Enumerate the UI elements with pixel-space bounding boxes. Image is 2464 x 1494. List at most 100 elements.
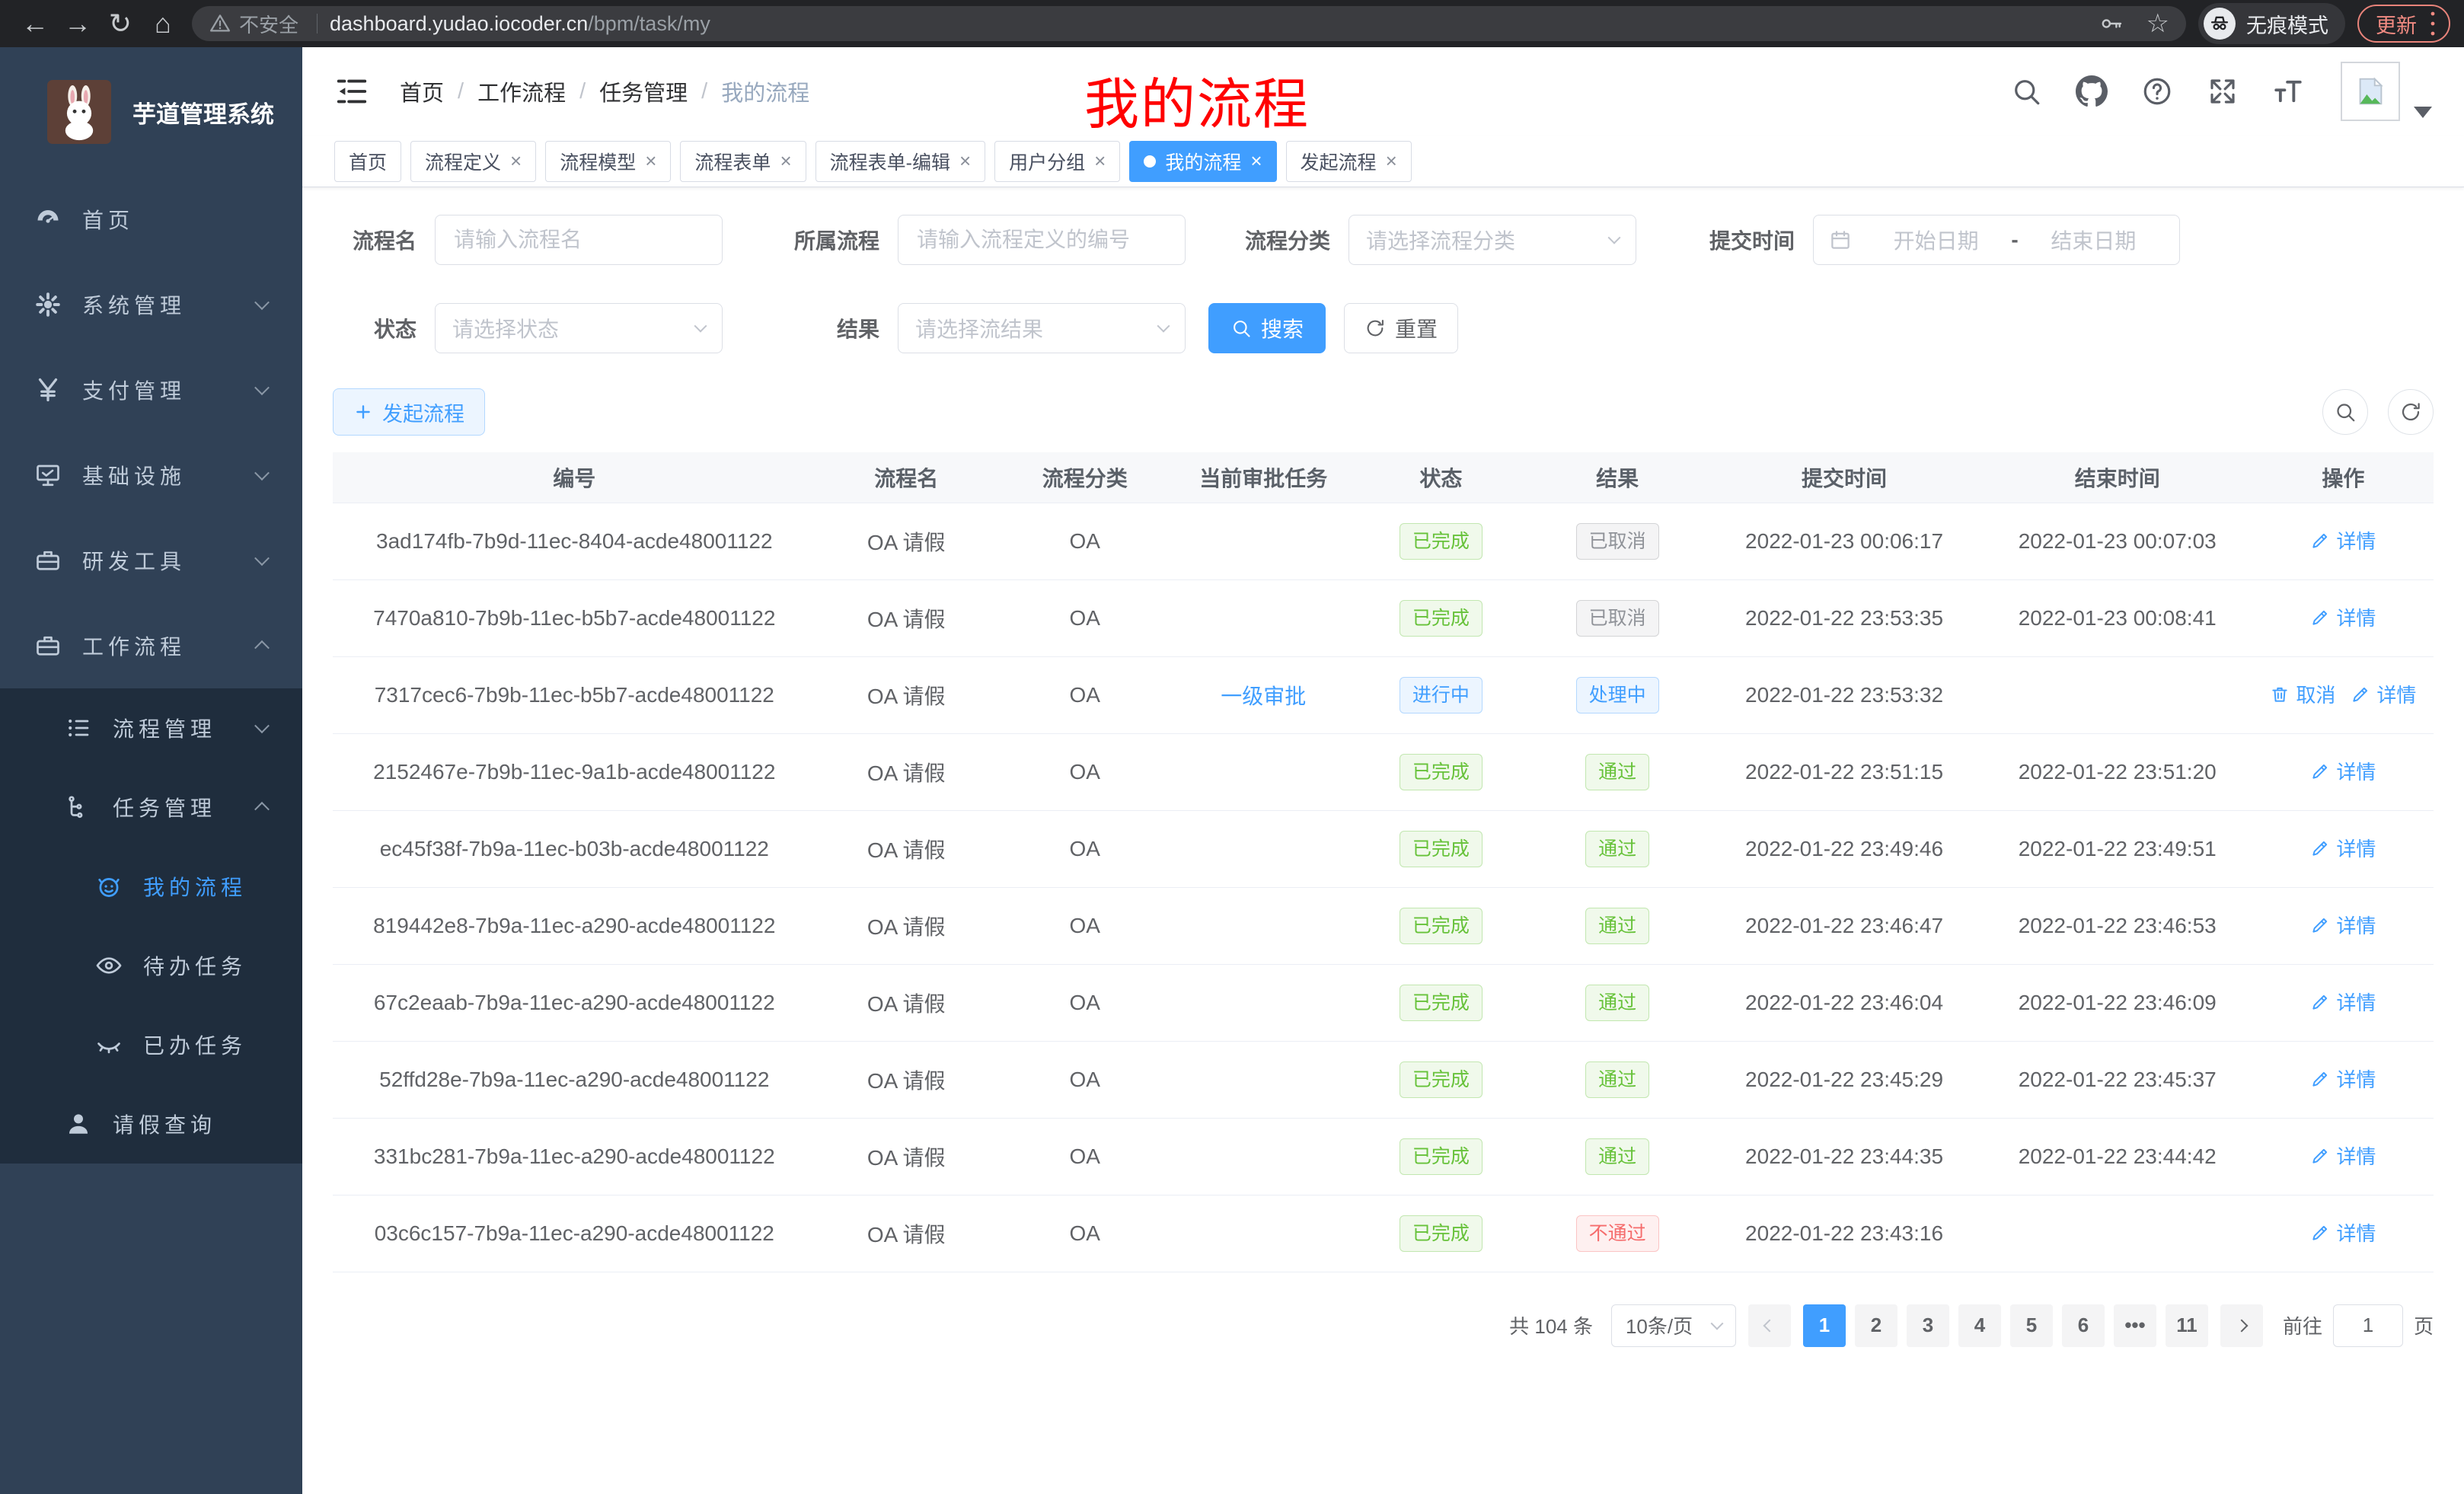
prev-page-button[interactable] [1747,1304,1791,1347]
breadcrumb-task-management[interactable]: 任务管理 [599,81,688,106]
sidebar-item-我的流程[interactable]: 我的流程 [0,847,302,926]
cell-current-task[interactable]: 一级审批 [1173,656,1354,734]
tab-我的流程[interactable]: 我的流程 × [1129,140,1277,182]
fullscreen-icon[interactable] [2207,75,2239,107]
tab-发起流程[interactable]: 发起流程 × [1285,140,1412,182]
avatar-dropdown-caret[interactable] [2414,106,2432,118]
sidebar-item-研发工具[interactable]: 研发工具 [0,518,302,603]
close-tab-icon[interactable]: × [959,149,972,172]
tab-用户分组[interactable]: 用户分组 × [994,140,1121,182]
result-select[interactable]: 请选择流结果 [898,303,1186,353]
table-header-row: 编号 流程名 流程分类 当前审批任务 状态 结果 提交时间 结束时间 操作 [333,452,2434,503]
browser-menu-icon[interactable] [2429,10,2437,37]
password-key-icon[interactable] [2099,11,2124,36]
cell-process-name: OA 请假 [815,1041,997,1119]
sidebar-item-首页[interactable]: 首页 [0,177,302,262]
sidebar-item-系统管理[interactable]: 系统管理 [0,262,302,347]
close-tab-icon[interactable]: × [645,149,657,172]
category-select[interactable]: 请选择流程分类 [1348,215,1636,265]
submit-time-range-picker[interactable]: 开始日期 - 结束日期 [1813,215,2180,265]
refresh-table-button[interactable] [2388,389,2434,435]
tab-流程定义[interactable]: 流程定义 × [410,140,537,182]
action-详情-link[interactable]: 详情 [2310,911,2376,939]
action-详情-link[interactable]: 详情 [2310,757,2376,785]
page-button-11[interactable]: 11 [2165,1304,2208,1347]
cell-submit-time: 2022-01-22 23:51:15 [1706,733,1982,811]
address-bar[interactable]: 不安全 dashboard.yudao.iocoder.cn/bpm/task/… [192,6,2186,41]
sidebar-item-支付管理[interactable]: 支付管理 [0,347,302,433]
goto-page-input[interactable] [2332,1304,2403,1347]
help-icon[interactable] [2141,75,2173,107]
hamburger-icon[interactable] [334,74,369,109]
github-icon[interactable] [2076,75,2108,107]
page-button-5[interactable]: 5 [2009,1304,2053,1347]
reset-button[interactable]: 重置 [1344,303,1459,353]
action-详情-link[interactable]: 详情 [2310,834,2376,862]
show-search-button[interactable] [2322,389,2368,435]
tab-label: 我的流程 [1165,152,1242,174]
browser-back-icon[interactable]: ← [21,8,49,39]
start-process-button[interactable]: 发起流程 [333,388,485,436]
refresh-icon [2399,401,2422,423]
chrome-update-button[interactable]: 更新 [2357,5,2450,43]
cell-category: OA [996,733,1173,811]
breadcrumb-home[interactable]: 首页 [400,81,445,106]
breadcrumb-workflow[interactable]: 工作流程 [477,81,567,106]
avatar[interactable] [2341,62,2400,121]
table-row: ec45f38f-7b9a-11ec-b03b-acde48001122 OA 请… [333,810,2434,888]
cell-actions: 取消 详情 [2252,656,2434,734]
font-size-icon[interactable] [2272,75,2304,107]
tab-流程模型[interactable]: 流程模型 × [545,140,672,182]
process-table: 编号 流程名 流程分类 当前审批任务 状态 结果 提交时间 结束时间 操作 3ad174fb-7… [333,452,2434,1272]
cell-actions: 详情 [2252,579,2434,657]
cell-id: 3ad174fb-7b9d-11ec-8404-acde48001122 [333,503,816,580]
sidebar-item-基础设施[interactable]: 基础设施 [0,433,302,518]
tab-流程表单[interactable]: 流程表单 × [680,140,806,182]
sidebar-item-工作流程[interactable]: 工作流程 [0,603,302,688]
page-size-select[interactable]: 10条/页 [1610,1304,1736,1347]
user-icon [64,1109,93,1138]
action-详情-link[interactable]: 详情 [2310,988,2376,1016]
tab-流程表单-编辑[interactable]: 流程表单-编辑 × [815,140,986,182]
close-tab-icon[interactable]: × [510,149,522,172]
next-page-button[interactable] [2220,1304,2263,1347]
action-详情-link[interactable]: 详情 [2310,526,2376,554]
action-详情-link[interactable]: 详情 [2310,1065,2376,1093]
sidebar-item-请假查询[interactable]: 请假查询 [0,1084,302,1164]
page-ellipsis[interactable]: ••• [2113,1304,2156,1347]
status-select[interactable]: 请选择状态 [435,303,723,353]
close-tab-icon[interactable]: × [780,149,792,172]
sidebar-item-任务管理[interactable]: 任务管理 [0,768,302,847]
robot-icon [94,872,123,901]
content: 流程名 所属流程 流程分类 请选择流程分类 提交时间 开始日期 - 结束日期 [302,187,2464,1494]
action-详情-link[interactable]: 详情 [2310,1218,2376,1247]
close-tab-icon[interactable]: × [1385,149,1397,172]
browser-forward-icon[interactable]: → [64,8,91,39]
browser-reload-icon[interactable]: ↻ [108,8,132,39]
page-button-3[interactable]: 3 [1906,1304,1949,1347]
page-button-6[interactable]: 6 [2061,1304,2105,1347]
page-button-4[interactable]: 4 [1958,1304,2001,1347]
page-button-1[interactable]: 1 [1802,1304,1846,1347]
search-icon[interactable] [2010,75,2042,107]
search-button[interactable]: 搜索 [1208,303,1326,353]
page-button-2[interactable]: 2 [1854,1304,1897,1347]
action-详情-link[interactable]: 详情 [2310,1141,2376,1170]
sidebar-item-已办任务[interactable]: 已办任务 [0,1005,302,1084]
bookmark-star-icon[interactable]: ☆ [2146,9,2169,38]
parent-process-input[interactable] [898,215,1186,265]
process-name-input[interactable] [435,215,723,265]
action-详情-link[interactable]: 详情 [2351,680,2416,708]
action-详情-link[interactable]: 详情 [2310,603,2376,631]
result-badge: 通过 [1585,1138,1650,1175]
tab-首页[interactable]: 首页 [334,140,402,182]
close-tab-icon[interactable]: × [1250,149,1262,172]
browser-home-icon[interactable]: ⌂ [155,8,171,39]
action-取消-link[interactable]: 取消 [2270,680,2335,708]
app-logo-row[interactable]: 芋道管理系统 [0,47,302,177]
sidebar-item-流程管理[interactable]: 流程管理 [0,688,302,768]
close-tab-icon[interactable]: × [1094,149,1106,172]
current-task-link[interactable]: 一级审批 [1221,684,1307,708]
parent-process-label: 所属流程 [793,229,879,253]
sidebar-item-待办任务[interactable]: 待办任务 [0,926,302,1005]
